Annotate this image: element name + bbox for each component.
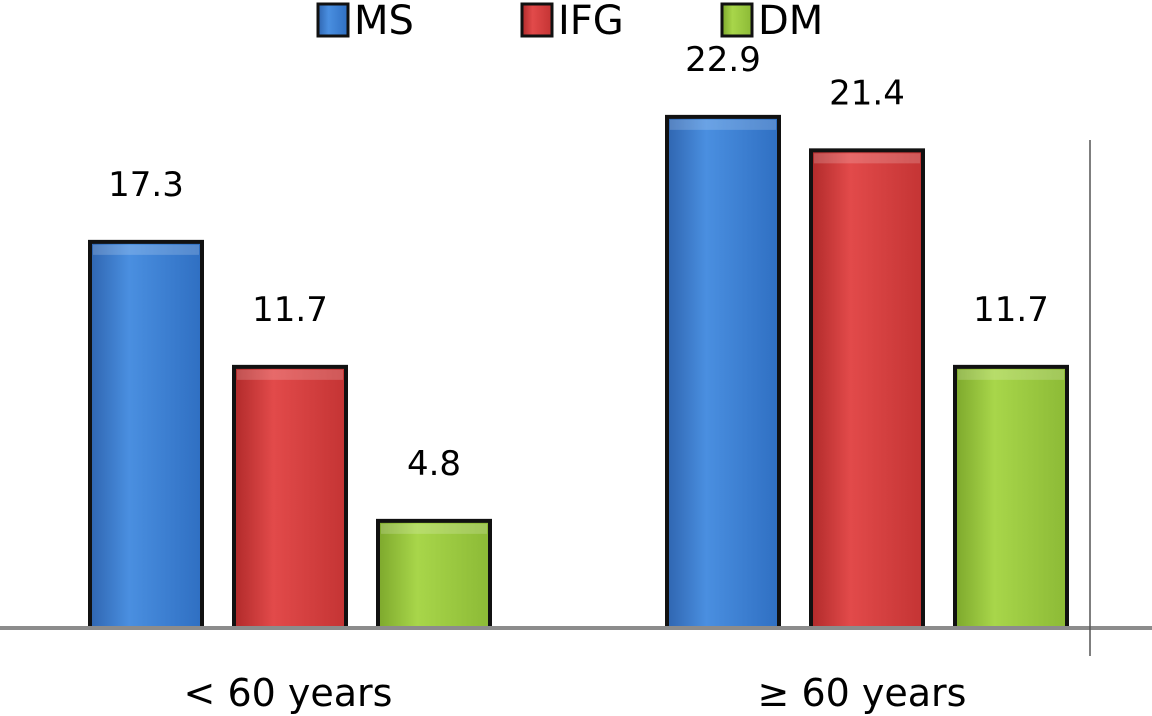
bar-highlight xyxy=(381,523,487,534)
category-label-2: ≥ 60 years xyxy=(758,671,967,715)
legend-swatch-dm xyxy=(720,2,754,38)
bar-ms-60-years xyxy=(88,239,204,630)
bar-dm-60-years xyxy=(376,518,492,631)
value-label-dm-60-years: 4.8 xyxy=(407,444,461,484)
bar-highlight xyxy=(814,153,920,164)
bar-highlight xyxy=(237,369,343,380)
bars-group xyxy=(88,114,1069,631)
legend-swatch-ms xyxy=(316,2,350,38)
category-label-1: < 60 years xyxy=(184,671,393,715)
value-label-ms-60-years: 22.9 xyxy=(685,40,761,80)
bar-ms-60-years xyxy=(665,114,781,630)
legend-label-dm: DM xyxy=(758,0,823,44)
bar-highlight xyxy=(670,119,776,130)
bar-highlight xyxy=(93,244,199,255)
value-label-dm-60-years: 11.7 xyxy=(973,290,1049,330)
value-label-ifg-60-years: 21.4 xyxy=(829,73,905,113)
value-label-ifg-60-years: 11.7 xyxy=(252,290,328,330)
legend-label-ms: MS xyxy=(354,0,414,44)
bar-highlight xyxy=(958,369,1064,380)
value-label-ms-60-years: 17.3 xyxy=(108,165,184,205)
legend-label-ifg: IFG xyxy=(558,0,624,44)
bar-ifg-60-years xyxy=(232,364,348,630)
legend-swatch-ifg xyxy=(520,2,554,38)
value-labels-group: 17.3 11.7 4.8 22.9 21.4 11.7 xyxy=(108,40,1049,484)
legend: MS IFG DM xyxy=(316,0,823,44)
bar-ifg-60-years xyxy=(809,148,925,631)
category-labels-group: < 60 years ≥ 60 years xyxy=(184,671,967,715)
bar-dm-60-years xyxy=(953,364,1069,630)
